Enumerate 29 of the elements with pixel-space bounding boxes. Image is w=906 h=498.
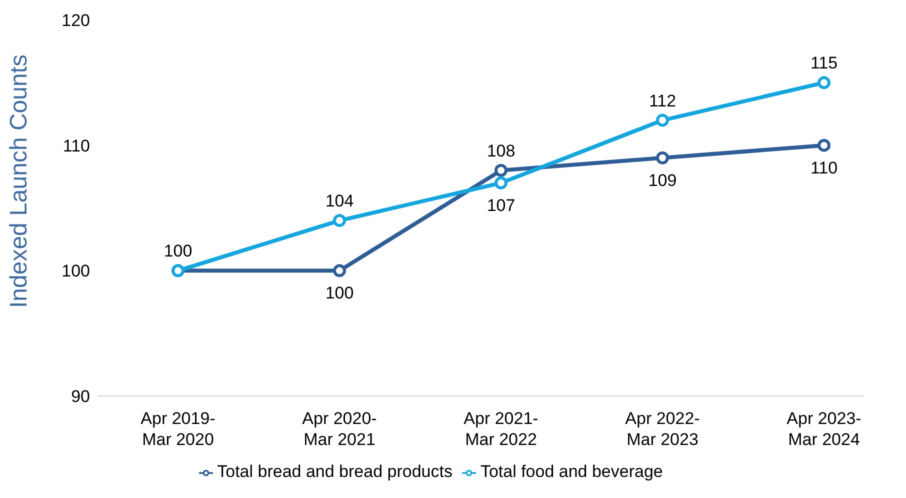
data-label: 110 — [810, 158, 838, 178]
point — [333, 264, 346, 278]
x-tick-label: Apr 2022-Mar 2023 — [625, 409, 700, 449]
point — [656, 114, 669, 127]
data-label: 112 — [648, 91, 676, 110]
x-tick-label: Apr 2020-Mar 2021 — [302, 409, 377, 449]
y-axis-title: Indexed Launch Counts — [6, 54, 33, 308]
point — [333, 214, 346, 228]
x-tick-label: Apr 2023-Mar 2024 — [786, 409, 862, 449]
x-tick-label: Apr 2021-Mar 2022 — [464, 409, 538, 449]
data-label: 115 — [810, 54, 838, 73]
x-tick-label: Apr 2019-Mar 2020 — [140, 409, 216, 449]
point — [656, 151, 669, 164]
data-label: 107 — [486, 196, 516, 215]
legend-label: Total bread and bread products — [217, 462, 452, 481]
point — [818, 76, 830, 90]
point — [494, 176, 508, 190]
data-label: 104 — [325, 192, 354, 211]
legend-label: Total food and beverage — [480, 462, 663, 481]
data-label: 109 — [648, 170, 677, 190]
data-label: 100 — [164, 242, 192, 261]
data-label: 108 — [486, 141, 516, 160]
y-tick-label: 120 — [62, 11, 90, 30]
point — [494, 164, 508, 177]
y-tick-label: 90 — [71, 387, 90, 406]
y-tick-label: 100 — [62, 262, 90, 281]
y-tick-label: 110 — [62, 136, 90, 156]
point — [818, 138, 830, 152]
data-label: 100 — [325, 284, 354, 303]
